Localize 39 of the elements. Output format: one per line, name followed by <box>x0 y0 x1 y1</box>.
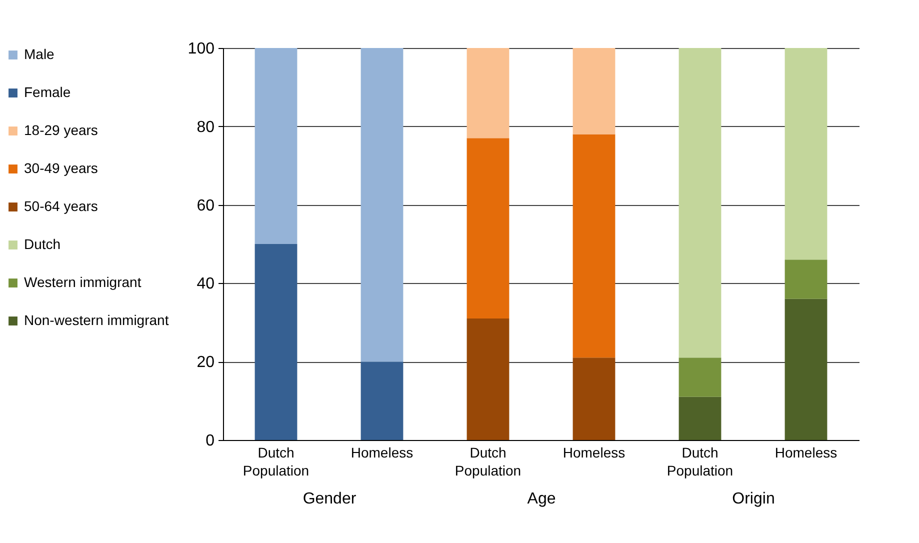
bar <box>466 318 510 440</box>
bar <box>572 358 616 440</box>
y-tick-label: 0 <box>206 432 215 450</box>
x-tick-label: Dutch Population <box>454 444 522 478</box>
bar <box>466 48 510 138</box>
legend-label: Female <box>24 84 71 100</box>
x-tick-label: Homeless <box>562 444 626 460</box>
bar <box>466 138 510 318</box>
legend-label: Non-western immigrant <box>24 312 169 328</box>
x-tick-label: Dutch Population <box>242 444 310 478</box>
bar <box>784 260 828 299</box>
bar <box>572 48 616 134</box>
bar <box>784 48 828 260</box>
legend-label: 50-64 years <box>24 198 98 214</box>
y-tick-label: 20 <box>196 354 215 372</box>
bar <box>784 298 828 440</box>
bar <box>678 48 722 358</box>
y-tick-label: 80 <box>196 118 215 136</box>
x-axis-title: Origin <box>732 490 775 508</box>
legend-label: Western immigrant <box>24 274 142 290</box>
y-tick-label: 60 <box>196 197 215 214</box>
x-tick-label: Homeless <box>350 444 414 460</box>
legend-label: 30-49 years <box>24 160 98 176</box>
bar <box>360 362 404 440</box>
bar <box>572 134 616 358</box>
bar <box>360 48 404 362</box>
bar <box>254 244 298 440</box>
bar <box>254 48 298 244</box>
x-axis-title: Gender <box>302 490 357 508</box>
y-tick-label: 100 <box>188 40 215 58</box>
legend-label: 18-29 years <box>24 122 98 138</box>
x-tick-label: Dutch Population <box>666 444 734 478</box>
x-axis-title: Age <box>527 490 556 508</box>
legend-label: Male <box>24 46 55 62</box>
bar <box>678 358 722 397</box>
bar <box>678 396 722 440</box>
x-tick-label: Homeless <box>774 444 838 460</box>
y-tick-label: 40 <box>196 276 215 293</box>
legend-label: Dutch <box>24 236 61 252</box>
